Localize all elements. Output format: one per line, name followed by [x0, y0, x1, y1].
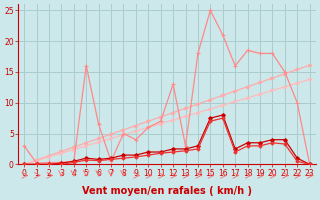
X-axis label: Vent moyen/en rafales ( km/h ): Vent moyen/en rafales ( km/h )	[82, 186, 252, 196]
